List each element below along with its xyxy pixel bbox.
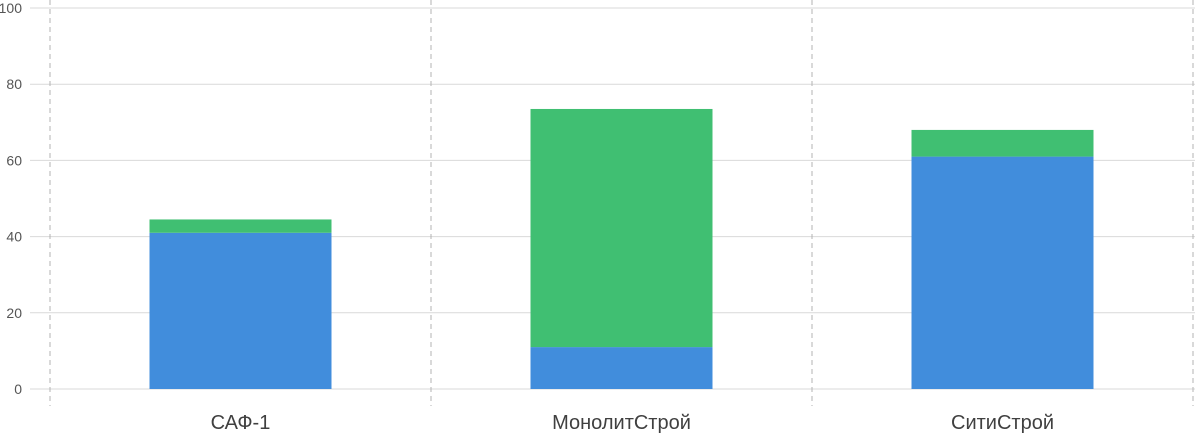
bar-segment-2-1 (911, 129, 1094, 157)
x-axis-ticks: САФ-1 МонолитСтрой СитиСтрой (211, 412, 1054, 434)
bar-segment-1-1 (530, 108, 713, 348)
x-tick-label: СитиСтрой (951, 412, 1054, 434)
bars (149, 108, 1094, 389)
y-axis-ticks: 0 20 40 60 80 100 (0, 0, 22, 397)
y-tick-label: 0 (14, 381, 22, 397)
x-tick-label: САФ-1 (211, 412, 271, 434)
x-tick-label: МонолитСтрой (552, 412, 691, 434)
bar-segment-2-0 (911, 156, 1094, 389)
category-separators (49, 0, 1194, 406)
y-tick-label: 60 (6, 152, 22, 168)
y-tick-label: 100 (0, 0, 22, 16)
bar-segment-0-1 (149, 219, 332, 233)
bar-segment-0-0 (149, 232, 332, 389)
y-tick-label: 80 (6, 76, 22, 92)
bar-segment-1-0 (530, 347, 713, 389)
y-tick-label: 20 (6, 305, 22, 321)
y-tick-label: 40 (6, 229, 22, 245)
